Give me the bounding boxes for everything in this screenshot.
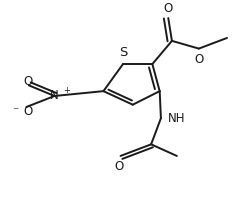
Text: O: O (164, 2, 173, 14)
Text: O: O (23, 75, 32, 88)
Text: NH: NH (168, 112, 186, 125)
Text: O: O (23, 105, 32, 118)
Text: +: + (63, 86, 70, 95)
Text: O: O (194, 53, 203, 67)
Text: N: N (50, 90, 59, 102)
Text: ⁻: ⁻ (13, 105, 19, 118)
Text: O: O (115, 160, 124, 173)
Text: S: S (119, 46, 127, 59)
